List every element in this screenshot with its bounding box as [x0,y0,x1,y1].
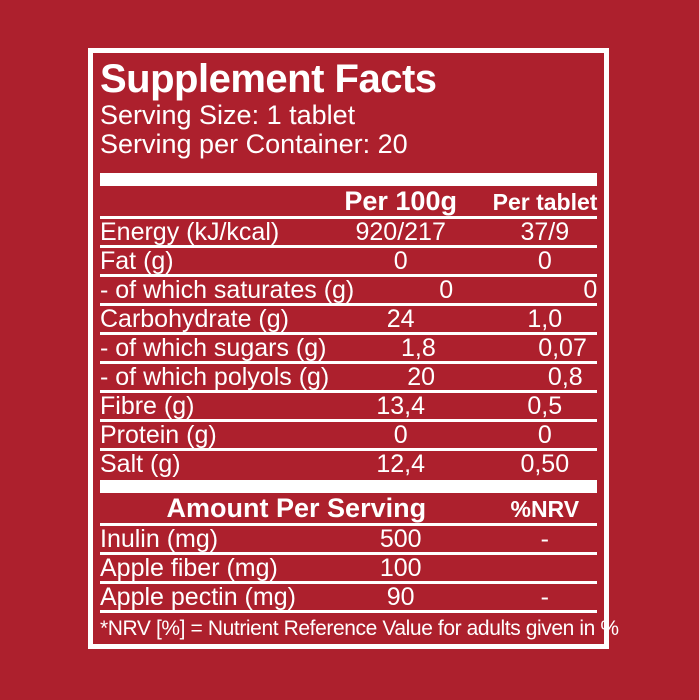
row-label: Carbohydrate (g) [100,305,289,333]
row-value-nrv: - [540,583,549,611]
row-value-per-tablet: 0,8 [547,363,583,391]
row-value-per-tablet: 1,0 [527,305,563,333]
amount-per-serving-header: Amount Per Serving [166,493,427,523]
nrv-header: %NRV [510,496,580,522]
table-row-sugars: - of which sugars (g) 1,8 0,07 [100,335,597,364]
row-value-amount: 90 [386,583,415,611]
table-row-energy: Energy (kJ/kcal) 920/217 37/9 [100,219,597,248]
nutrition-header-row: Per 100g Per tablet [100,186,597,219]
row-value-per-100g: 0 [439,276,454,304]
row-label: Inulin (mg) [100,525,219,553]
nrv-footnote: *NRV [%] = Nutrient Reference Value for … [100,617,619,640]
row-label: Protein (g) [100,421,217,449]
nutrition-table: Per 100g Per tablet Energy (kJ/kcal) 920… [100,173,597,613]
row-value-per-tablet: 37/9 [520,218,570,246]
table-row-salt: Salt (g) 12,4 0,50 [100,451,597,477]
row-value-per-100g: 1,8 [401,334,436,362]
label-title: Supplement Facts [100,57,437,101]
table-row-inulin: Inulin (mg) 500 - [100,526,597,555]
row-value-per-100g: 920/217 [355,218,446,246]
row-value-per-tablet: 0,50 [520,450,570,478]
per-tablet-header: Per tablet [492,189,598,215]
row-value-per-100g: 12,4 [376,450,425,478]
table-row-polyols: - of which polyols (g) 20 0,8 [100,364,597,393]
row-label: Energy (kJ/kcal) [100,218,280,246]
row-label: - of which sugars (g) [100,334,327,362]
table-row-apple-pectin: Apple pectin (mg) 90 - [100,584,597,613]
row-value-per-tablet: 0 [583,276,598,304]
row-value-nrv: - [540,525,549,553]
table-row-fibre: Fibre (g) 13,4 0,5 [100,393,597,422]
row-value-per-100g: 0 [393,421,408,449]
row-label: Fat (g) [100,247,174,275]
row-value-per-tablet: 0,5 [527,392,563,420]
row-label: Salt (g) [100,450,181,478]
row-value-amount: 500 [379,525,422,553]
supplement-label-panel: Supplement Facts Serving Size: 1 tablet … [88,48,619,649]
table-row-protein: Protein (g) 0 0 [100,422,597,451]
row-value-per-tablet: 0,07 [538,334,587,362]
row-value-per-tablet: 0 [537,421,552,449]
servings-per-container-text: Serving per Container: 20 [100,129,408,159]
row-label: Apple pectin (mg) [100,583,296,611]
table-row-fat: Fat (g) 0 0 [100,248,597,277]
table-row-carbohydrate: Carbohydrate (g) 24 1,0 [100,306,597,335]
row-value-per-100g: 13,4 [376,392,425,420]
row-label: - of which saturates (g) [100,276,355,304]
row-value-per-100g: 0 [393,247,408,275]
per-100g-header: Per 100g [344,186,457,216]
row-label: Apple fiber (mg) [100,554,278,582]
table-row-saturates: - of which saturates (g) 0 0 [100,277,597,306]
row-label: Fibre (g) [100,392,195,420]
top-divider-bar [100,173,597,186]
table-row-apple-fiber: Apple fiber (mg) 100 [100,555,597,584]
row-value-per-100g: 20 [407,363,436,391]
row-label: - of which polyols (g) [100,363,330,391]
serving-header-row: Amount Per Serving %NRV [100,493,597,526]
serving-size-text: Serving Size: 1 tablet [100,100,356,130]
row-value-per-100g: 24 [386,305,415,333]
row-value-per-tablet: 0 [537,247,552,275]
middle-divider-bar [100,480,597,493]
row-value-amount: 100 [379,554,422,582]
